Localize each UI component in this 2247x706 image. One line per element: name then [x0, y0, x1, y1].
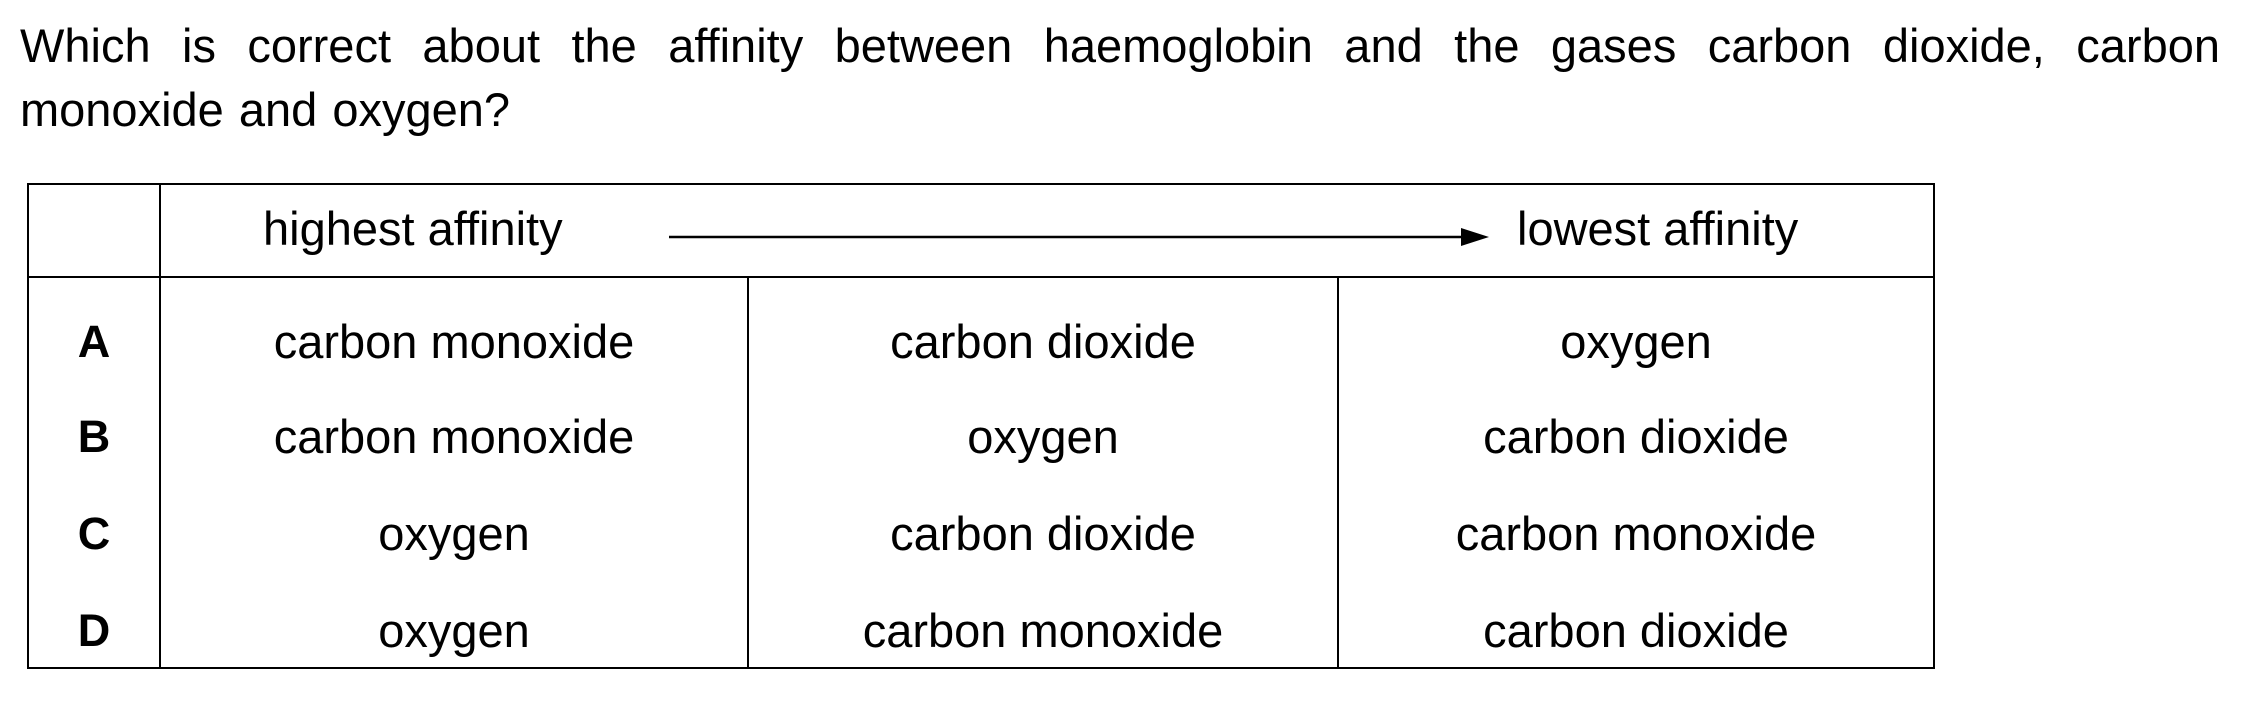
- column-divider-1: [747, 278, 749, 667]
- question-text: Which is correct about the affinity betw…: [20, 19, 2220, 136]
- table-cell: oxygen: [1560, 315, 1712, 368]
- answer-table: highest affinity lowest affinity A carbo…: [27, 183, 1935, 669]
- table-cell: carbon monoxide: [862, 604, 1224, 657]
- letter-column-divider: [159, 185, 161, 667]
- lowest-affinity-label: lowest affinity: [1517, 202, 1799, 255]
- table-cell: carbon monoxide: [273, 315, 635, 368]
- table-cell: carbon dioxide: [1483, 604, 1789, 657]
- option-letter: C: [77, 508, 111, 559]
- column-divider-2: [1337, 278, 1339, 667]
- header-row: highest affinity lowest affinity: [29, 185, 1933, 278]
- table-cell: oxygen: [967, 410, 1119, 463]
- table-cell: carbon monoxide: [1455, 507, 1817, 560]
- option-letter: A: [77, 316, 111, 367]
- table-cell: carbon dioxide: [890, 315, 1196, 368]
- table-cell: carbon monoxide: [273, 410, 635, 463]
- right-arrow-icon: [669, 228, 1489, 246]
- table-cell: carbon dioxide: [890, 507, 1196, 560]
- highest-affinity-label: highest affinity: [263, 202, 563, 255]
- option-letter: B: [77, 411, 111, 462]
- option-letter: D: [77, 605, 111, 656]
- table-cell: oxygen: [378, 507, 530, 560]
- table-cell: oxygen: [378, 604, 530, 657]
- table-cell: carbon dioxide: [1483, 410, 1789, 463]
